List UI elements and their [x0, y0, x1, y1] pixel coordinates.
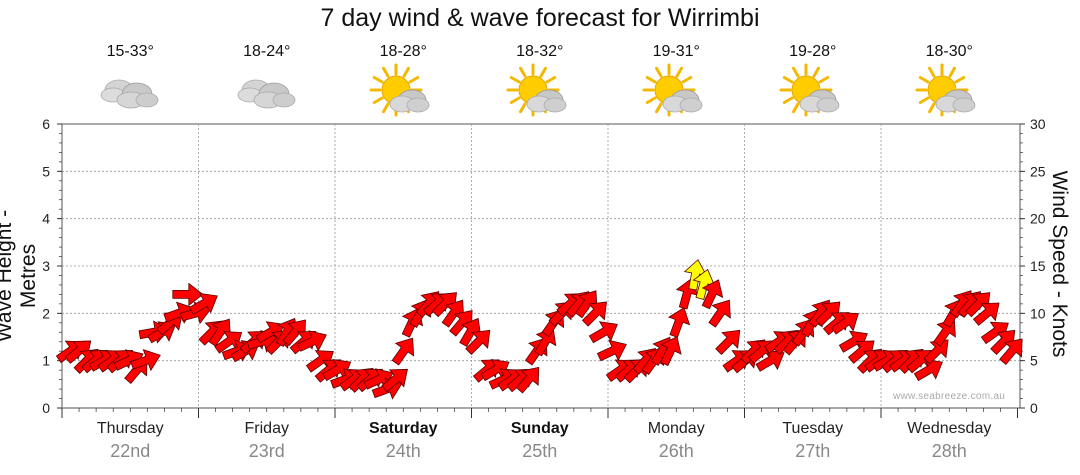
day-name: Thursday	[96, 420, 164, 437]
wind-arrow	[130, 349, 161, 372]
wind-arrow	[588, 321, 618, 344]
day-temperature: 18-28°	[379, 43, 427, 60]
wind-arrow	[830, 312, 859, 335]
day-date: 23rd	[248, 441, 285, 461]
wind-arrow-series	[55, 259, 1023, 400]
wind-arrow	[465, 329, 491, 355]
day-date: 26th	[658, 441, 694, 461]
y-tick-label-left: 1	[42, 353, 50, 369]
y-axis-right-label: Wind Speed - Knots	[1048, 170, 1071, 358]
day-name: Sunday	[510, 420, 569, 437]
wind-arrow	[708, 299, 731, 328]
day-name: Wednesday	[907, 420, 992, 437]
wind-arrow	[172, 282, 204, 307]
cloudy-icon	[237, 79, 296, 109]
day-name: Friday	[244, 420, 289, 437]
watermark: www.seabreeze.com.au	[893, 391, 1006, 402]
day-name: Monday	[647, 420, 705, 437]
wind-arrow	[715, 329, 741, 355]
wind-arrow	[972, 302, 1000, 326]
wind-arrow	[534, 327, 557, 357]
wind-arrow	[701, 279, 724, 310]
wind-arrow	[660, 336, 682, 367]
y-tick-label-right: 30	[1030, 116, 1046, 132]
y-tick-label-left: 6	[42, 116, 50, 132]
y-tick-label-left: 5	[42, 163, 50, 179]
y-tick-label-right: 5	[1030, 353, 1038, 369]
y-tick-label-left: 0	[42, 400, 50, 416]
wind-arrow	[188, 292, 218, 315]
wind-arrow	[923, 339, 949, 365]
y-tick-label-left: 2	[42, 305, 50, 321]
y-tick-label-right: 25	[1030, 163, 1046, 179]
wind-arrow	[999, 338, 1023, 366]
plot-area	[61, 123, 1021, 409]
day-name: Tuesday	[782, 420, 844, 437]
partly-sunny-icon	[915, 63, 976, 117]
day-temperature: 18-24°	[243, 43, 291, 60]
day-date: 24th	[385, 441, 421, 461]
day-date: 22nd	[110, 441, 151, 461]
y-tick-label-right: 0	[1030, 400, 1038, 416]
wind-arrow	[913, 359, 943, 382]
wind-arrow	[391, 337, 415, 366]
wind-arrow	[515, 366, 540, 394]
wind-arrow	[296, 330, 327, 352]
partly-sunny-icon	[779, 63, 840, 117]
y-tick-label-left: 3	[42, 258, 50, 274]
day-name: Saturday	[369, 420, 438, 437]
wind-arrow	[667, 307, 691, 338]
y-axis-left-label: Wave Height - Metres	[0, 210, 40, 343]
y-tick-label-right: 20	[1030, 211, 1046, 227]
day-temperature: 18-32°	[516, 43, 564, 60]
partly-sunny-icon	[506, 63, 567, 117]
cloudy-icon	[100, 79, 159, 109]
y-tick-label-left: 4	[42, 211, 50, 227]
chart-title: 7 day wind & wave forecast for Wirrimbi	[320, 4, 760, 32]
y-tick-label-right: 10	[1030, 305, 1046, 321]
partly-sunny-icon	[369, 63, 430, 117]
y-tick-label-right: 15	[1030, 258, 1046, 274]
wind-arrow	[596, 339, 627, 362]
day-date: 27th	[795, 441, 831, 461]
day-temperature: 19-28°	[789, 43, 837, 60]
day-date: 28th	[931, 441, 967, 461]
partly-sunny-icon	[642, 63, 703, 117]
day-date: 25th	[522, 441, 558, 461]
wind-arrow	[755, 349, 785, 372]
day-temperature: 15-33°	[106, 43, 154, 60]
wind-arrow	[581, 301, 607, 327]
day-temperature: 19-31°	[652, 43, 700, 60]
wind-arrow	[381, 368, 408, 393]
day-temperature: 18-30°	[925, 43, 973, 60]
